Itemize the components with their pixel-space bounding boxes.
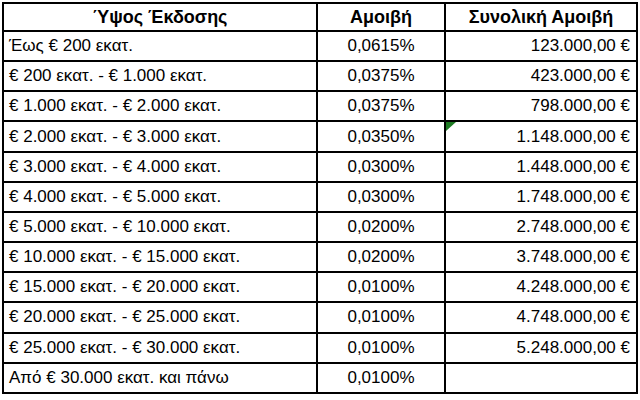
fee-cell: 0,0615% [317, 31, 445, 61]
table-row: € 3.000 εκατ. - € 4.000 εκατ.0,0300%1.44… [3, 152, 637, 182]
header-row: Ύψος Έκδοσης Αμοιβή Συνολική Αμοιβή [3, 3, 637, 31]
tier-cell: Έως € 200 εκατ. [3, 31, 317, 61]
tier-cell: € 20.000 εκατ. - € 25.000 εκατ. [3, 302, 317, 332]
tier-cell: € 3.000 εκατ. - € 4.000 εκατ. [3, 152, 317, 182]
table-row: Από € 30.000 εκατ. και πάνω0,0100% [3, 363, 637, 393]
total-cell: 5.248.000,00 € [445, 333, 637, 363]
fee-cell: 0,0200% [317, 212, 445, 242]
fee-table-body: Έως € 200 εκατ.0,0615%123.000,00 €€ 200 … [3, 31, 637, 393]
tier-cell: € 2.000 εκατ. - € 3.000 εκατ. [3, 121, 317, 151]
table-row: Έως € 200 εκατ.0,0615%123.000,00 € [3, 31, 637, 61]
total-cell [445, 363, 637, 393]
fee-cell: 0,0375% [317, 91, 445, 121]
total-cell: 798.000,00 € [445, 91, 637, 121]
table-row: € 20.000 εκατ. - € 25.000 εκατ.0,0100%4.… [3, 302, 637, 332]
total-cell: 1.748.000,00 € [445, 182, 637, 212]
total-cell: 123.000,00 € [445, 31, 637, 61]
fee-cell: 0,0100% [317, 302, 445, 332]
table-row: € 5.000 εκατ. - € 10.000 εκατ.0,0200%2.7… [3, 212, 637, 242]
total-cell: 2.748.000,00 € [445, 212, 637, 242]
total-cell: 4.748.000,00 € [445, 302, 637, 332]
column-header-tier: Ύψος Έκδοσης [3, 3, 317, 31]
total-cell: 4.248.000,00 € [445, 272, 637, 302]
tier-cell: € 200 εκατ. - € 1.000 εκατ. [3, 61, 317, 91]
tier-cell: € 5.000 εκατ. - € 10.000 εκατ. [3, 212, 317, 242]
fee-cell: 0,0350% [317, 121, 445, 151]
tier-cell: € 1.000 εκατ. - € 2.000 εκατ. [3, 91, 317, 121]
tier-cell: Από € 30.000 εκατ. και πάνω [3, 363, 317, 393]
fee-cell: 0,0100% [317, 363, 445, 393]
table-row: € 1.000 εκατ. - € 2.000 εκατ.0,0375%798.… [3, 91, 637, 121]
total-cell: 423.000,00 € [445, 61, 637, 91]
tier-cell: € 4.000 εκατ. - € 5.000 εκατ. [3, 182, 317, 212]
total-cell: 1.448.000,00 € [445, 152, 637, 182]
table-row: € 10.000 εκατ. - € 15.000 εκατ.0,0200%3.… [3, 242, 637, 272]
total-cell: 3.748.000,00 € [445, 242, 637, 272]
fee-cell: 0,0300% [317, 182, 445, 212]
table-row: € 200 εκατ. - € 1.000 εκατ.0,0375%423.00… [3, 61, 637, 91]
fee-table-header: Ύψος Έκδοσης Αμοιβή Συνολική Αμοιβή [3, 3, 637, 31]
tier-cell: € 25.000 εκατ. - € 30.000 εκατ. [3, 333, 317, 363]
table-row: € 2.000 εκατ. - € 3.000 εκατ.0,0350%1.14… [3, 121, 637, 151]
total-cell: 1.148.000,00 € [445, 121, 637, 151]
error-indicator-icon [446, 122, 456, 131]
fee-cell: 0,0100% [317, 272, 445, 302]
fee-cell: 0,0300% [317, 152, 445, 182]
fee-tier-table: Ύψος Έκδοσης Αμοιβή Συνολική Αμοιβή Έως … [2, 2, 638, 394]
tier-cell: € 10.000 εκατ. - € 15.000 εκατ. [3, 242, 317, 272]
column-header-fee: Αμοιβή [317, 3, 445, 31]
fee-cell: 0,0100% [317, 333, 445, 363]
table-row: € 25.000 εκατ. - € 30.000 εκατ.0,0100%5.… [3, 333, 637, 363]
table-row: € 4.000 εκατ. - € 5.000 εκατ.0,0300%1.74… [3, 182, 637, 212]
column-header-total: Συνολική Αμοιβή [445, 3, 637, 31]
tier-cell: € 15.000 εκατ. - € 20.000 εκατ. [3, 272, 317, 302]
table-row: € 15.000 εκατ. - € 20.000 εκατ.0,0100%4.… [3, 272, 637, 302]
fee-cell: 0,0375% [317, 61, 445, 91]
fee-cell: 0,0200% [317, 242, 445, 272]
